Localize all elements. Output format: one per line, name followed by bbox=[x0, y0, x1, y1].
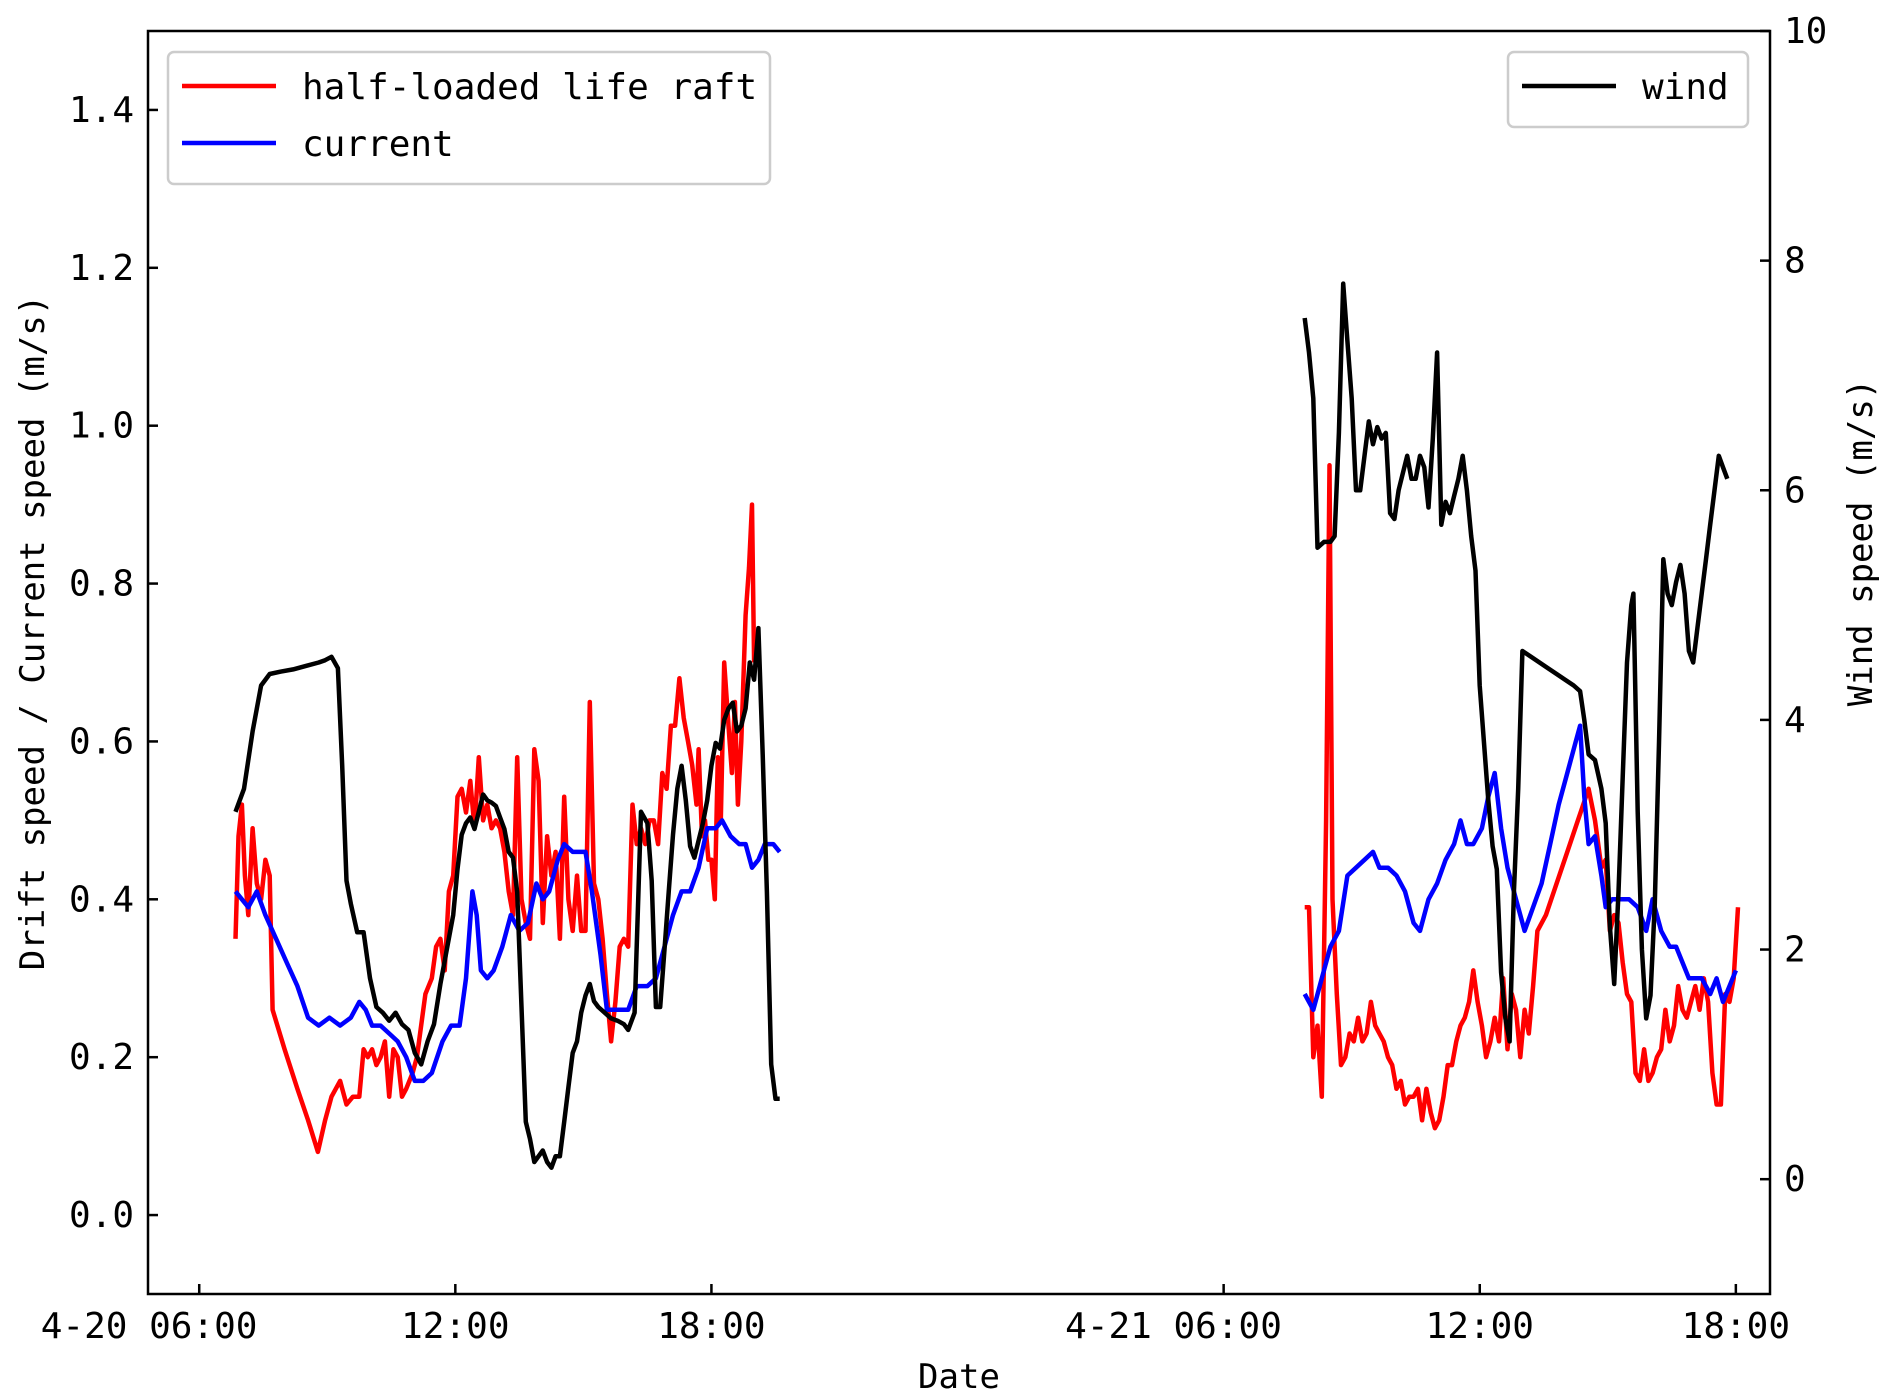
left-y-tick-label: 0.8 bbox=[69, 564, 134, 605]
legend-right: wind bbox=[1506, 50, 1750, 129]
right-y-tick-label: 6 bbox=[1784, 470, 1806, 511]
right-y-axis: 0 2 4 6 8 10 bbox=[1760, 11, 1827, 1200]
series-wind-line-0 bbox=[233, 625, 780, 1170]
right-y-tick-label: 2 bbox=[1784, 930, 1806, 971]
legend-box bbox=[166, 50, 772, 186]
x-tick-label: 4-20 06:00 bbox=[41, 1306, 258, 1347]
series-current-line-1 bbox=[1302, 723, 1738, 1013]
series-wind-line-1 bbox=[1302, 281, 1730, 1044]
left-y-tick-label: 0.4 bbox=[69, 879, 134, 920]
x-axis-title: Date bbox=[918, 1357, 1000, 1397]
series-half-loaded-life-raft-line-1 bbox=[1304, 462, 1741, 1131]
x-tick-label: 12:00 bbox=[401, 1306, 509, 1347]
right-y-tick-label: 8 bbox=[1784, 241, 1806, 282]
right-y-axis-title: Wind speed (m/s) bbox=[1841, 379, 1881, 707]
legend-left: half-loaded life raft current bbox=[166, 50, 772, 186]
series-layer bbox=[233, 281, 1741, 1170]
x-tick-label: 18:00 bbox=[1682, 1306, 1790, 1347]
plot-frame bbox=[146, 29, 1772, 1296]
right-y-tick-label: 10 bbox=[1784, 11, 1827, 52]
left-y-tick-label: 0.2 bbox=[69, 1037, 134, 1078]
left-y-tick-label: 0.6 bbox=[69, 721, 134, 762]
left-y-tick-label: 0.0 bbox=[69, 1195, 134, 1236]
x-axis: 4-20 06:00 12:00 18:00 4-21 06:00 12:00 18:00 bbox=[41, 1284, 1790, 1347]
legend-box bbox=[1506, 50, 1750, 129]
x-tick-label: 18:00 bbox=[657, 1306, 765, 1347]
legend-label: half-loaded life raft bbox=[302, 67, 757, 108]
right-y-tick-label: 4 bbox=[1784, 700, 1806, 741]
legend-label: current bbox=[302, 124, 454, 165]
series-current-line-0 bbox=[233, 818, 782, 1084]
right-y-tick-label: 0 bbox=[1784, 1159, 1806, 1200]
left-y-tick-label: 1.0 bbox=[69, 406, 134, 447]
left-y-axis-title: Drift speed / Current speed (m/s) bbox=[13, 295, 53, 971]
x-tick-label: 12:00 bbox=[1426, 1306, 1534, 1347]
left-y-tick-label: 1.4 bbox=[69, 90, 134, 131]
legend-label: wind bbox=[1642, 67, 1729, 108]
left-y-axis: 0.0 0.2 0.4 0.6 0.8 1.0 1.2 1.4 bbox=[69, 90, 158, 1236]
left-y-tick-label: 1.2 bbox=[69, 248, 134, 289]
series-half-loaded-life-raft-line-0 bbox=[233, 502, 757, 1155]
x-tick-label: 4-21 06:00 bbox=[1065, 1306, 1282, 1347]
